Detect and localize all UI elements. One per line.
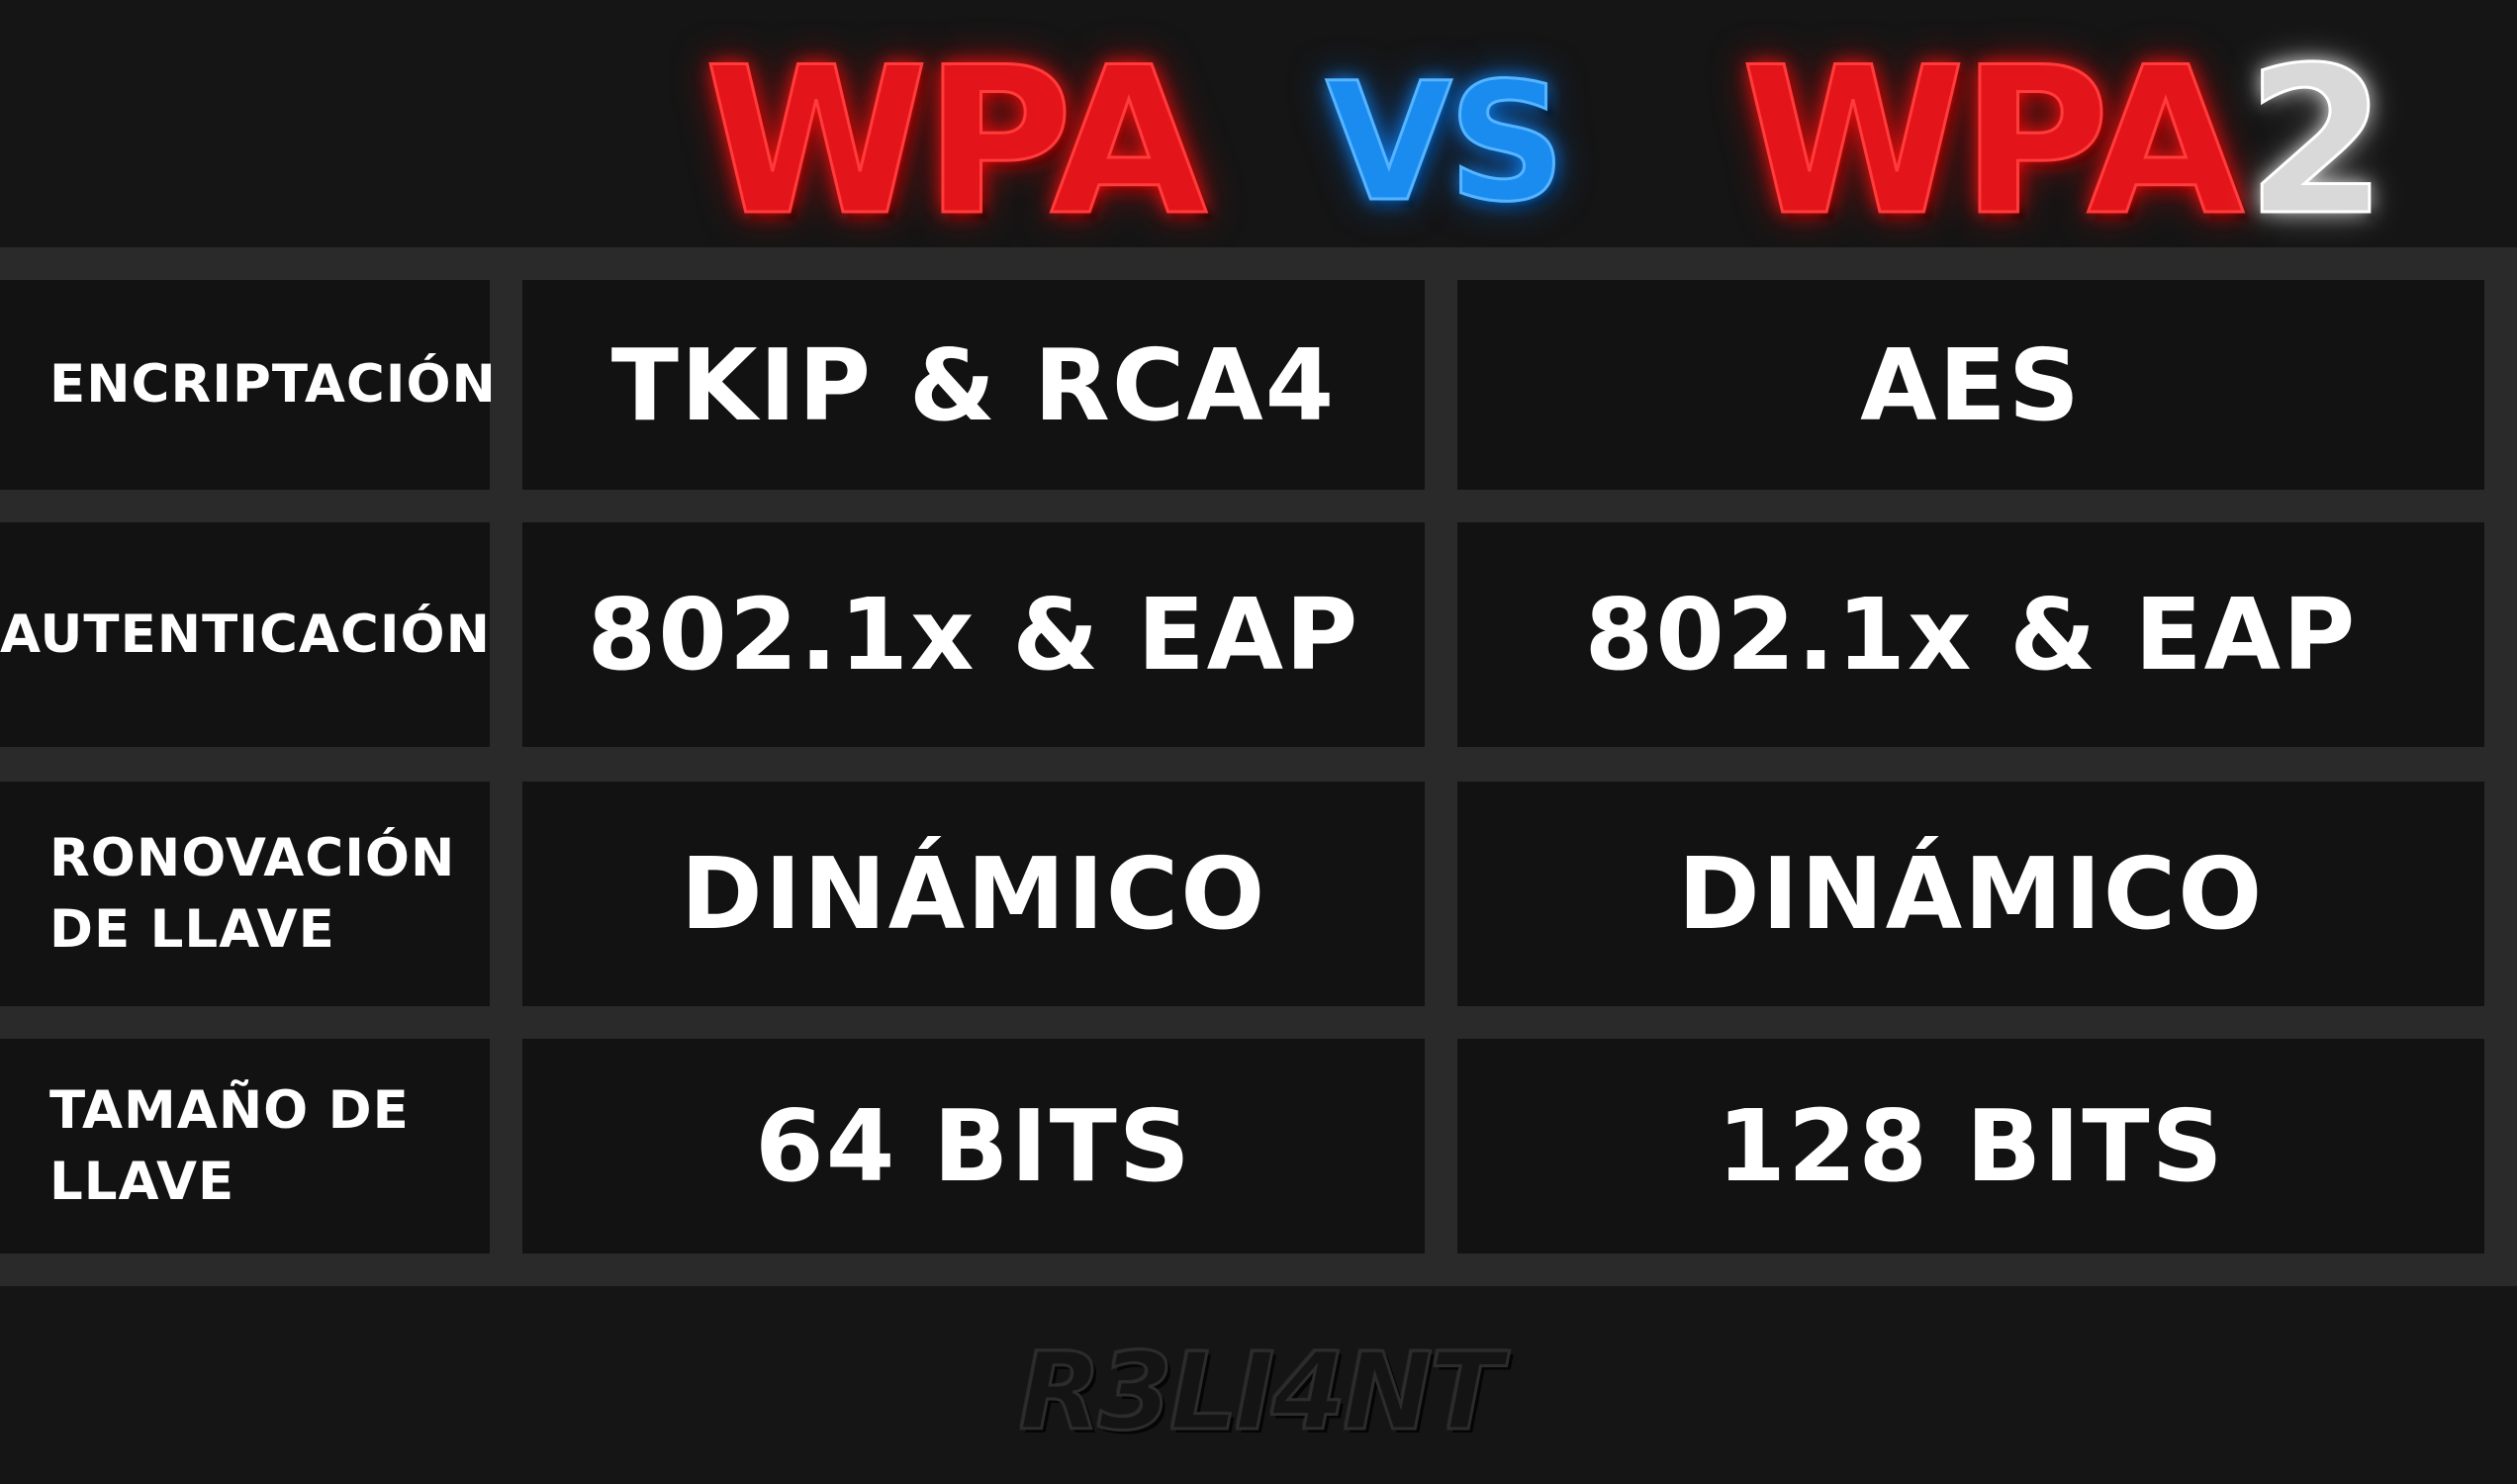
row-label-encriptacion: ENCRIPTACIÓN xyxy=(0,280,497,490)
cell-value: TKIP & RCA4 xyxy=(610,326,1337,443)
cell-value: 802.1x & EAP xyxy=(587,577,1360,693)
row-label-text: AUTENTICACIÓN xyxy=(0,603,491,665)
title-banner: WPA VS WPA 2 xyxy=(0,0,2517,247)
row-label-tamano: TAMAÑO DE LLAVE xyxy=(0,1039,490,1253)
wpa-autenticacion-cell: 802.1x & EAP xyxy=(522,522,1425,747)
cell-value: 64 BITS xyxy=(755,1088,1192,1204)
versus-text: VS xyxy=(1325,47,1568,237)
cell-value: DINÁMICO xyxy=(1677,836,2265,952)
cell-value: 128 BITS xyxy=(1717,1088,2225,1204)
wpa-renovacion-cell: DINÁMICO xyxy=(522,782,1425,1006)
row-label-autenticacion: AUTENTICACIÓN xyxy=(0,522,490,747)
footer xyxy=(0,1286,2517,1484)
row-label-text: TAMAÑO DE LLAVE xyxy=(49,1079,410,1212)
row-label-renovacion: RONOVACIÓN DE LLAVE xyxy=(0,782,490,1006)
wpa2-tamano-cell: 128 BITS xyxy=(1457,1039,2484,1253)
wpa-encriptacion-cell: TKIP & RCA4 xyxy=(522,280,1425,490)
wpa2-encriptacion-cell: AES xyxy=(1457,280,2484,490)
wpa-tamano-cell: 64 BITS xyxy=(522,1039,1425,1253)
wpa2-number: 2 xyxy=(2245,25,2389,260)
cell-value: 802.1x & EAP xyxy=(1584,577,2358,693)
row-label-text: ENCRIPTACIÓN xyxy=(49,354,497,415)
cell-value: AES xyxy=(1860,326,2082,443)
row-label-text: RONOVACIÓN DE LLAVE xyxy=(49,827,456,960)
wpa2-autenticacion-cell: 802.1x & EAP xyxy=(1457,522,2484,747)
wpa-title: WPA xyxy=(702,25,1208,260)
wpa2-title: WPA xyxy=(1739,25,2245,260)
cell-value: DINÁMICO xyxy=(680,836,1267,952)
wpa2-renovacion-cell: DINÁMICO xyxy=(1457,782,2484,1006)
watermark-logo: R3LI4NT xyxy=(1018,1330,1505,1456)
